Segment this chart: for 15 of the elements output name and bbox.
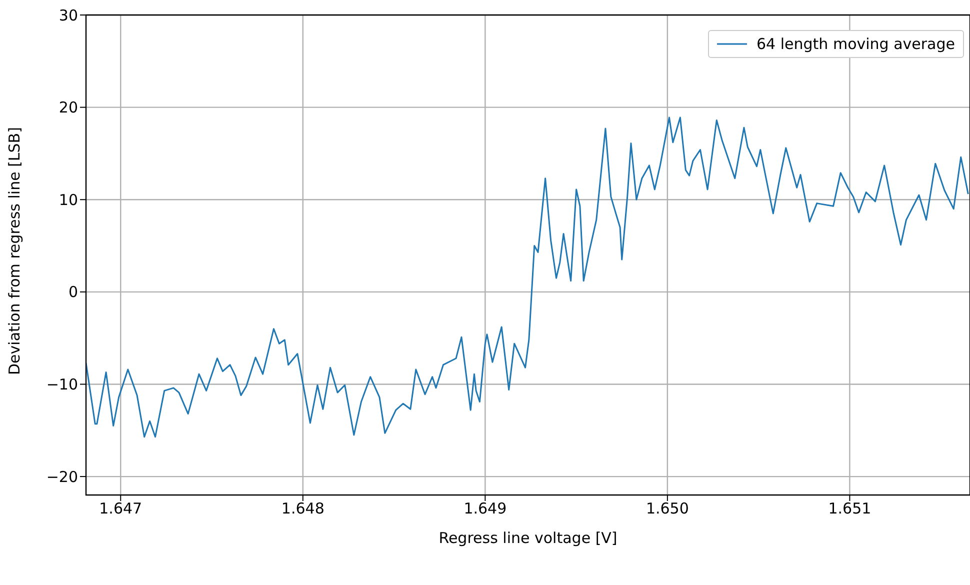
y-tick-label: 20 (58, 98, 78, 117)
y-tick-label: 0 (68, 283, 78, 302)
line-series (86, 116, 969, 438)
legend-label: 64 length moving average (756, 35, 955, 53)
x-tick-label: 1.648 (281, 500, 324, 518)
x-axis-title: Regress line voltage [V] (438, 529, 618, 547)
y-tick-label: −20 (46, 468, 78, 486)
y-tick-label: −10 (46, 376, 78, 394)
y-axis-title: Deviation from regress line [LSB] (5, 127, 24, 375)
y-tick-label: 30 (58, 6, 78, 24)
x-tick-label: 1.650 (646, 500, 689, 518)
x-tick-label: 1.647 (99, 500, 142, 518)
x-tick-label: 1.651 (828, 500, 872, 518)
x-tick-label: 1.649 (464, 500, 507, 518)
y-tick-label: 10 (58, 190, 78, 209)
